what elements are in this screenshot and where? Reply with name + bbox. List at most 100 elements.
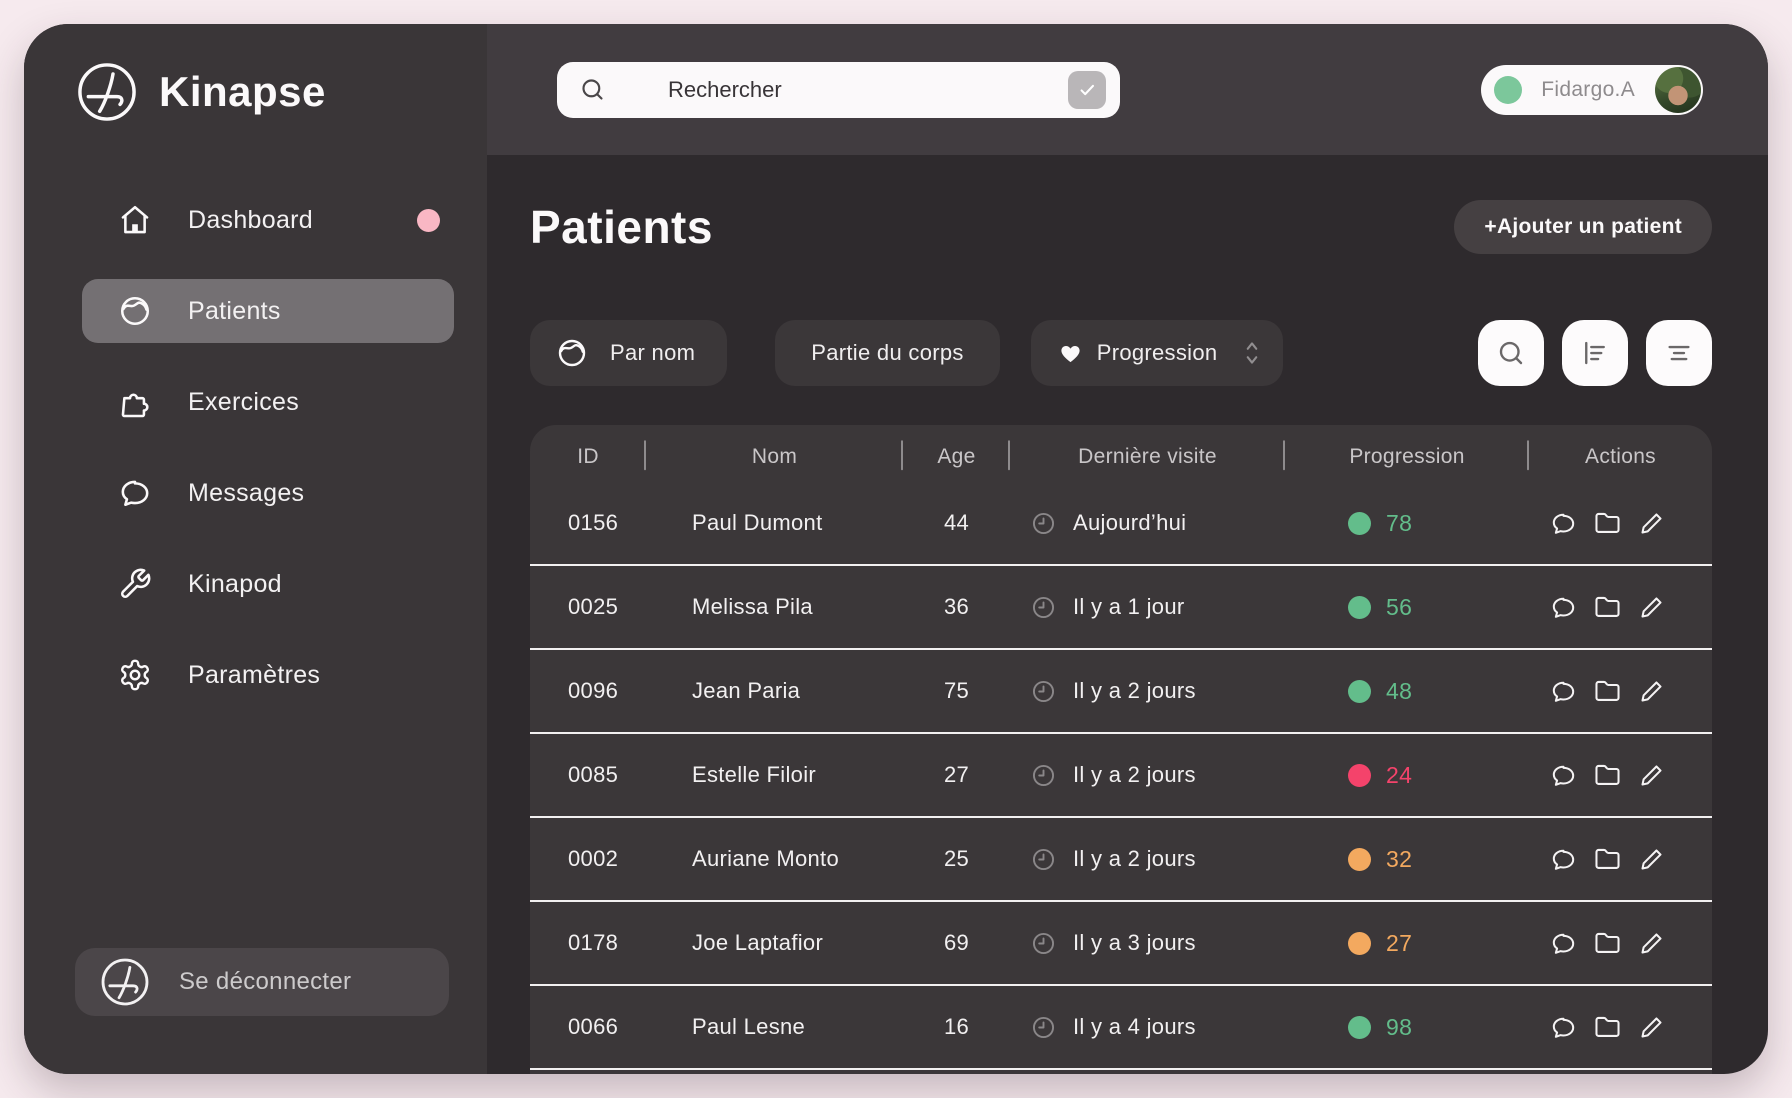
filter-chip-partie-du-corps[interactable]: Partie du corps [775, 320, 1000, 386]
pencil-icon[interactable] [1638, 930, 1665, 957]
column-header-id[interactable]: ID [530, 439, 646, 469]
patient-actions [1529, 594, 1712, 621]
patient-age: 27 [944, 762, 970, 787]
sidebar-item-messages[interactable]: Messages [82, 461, 454, 525]
progression-value: 32 [1386, 845, 1413, 872]
patient-actions [1529, 510, 1712, 537]
patient-id: 0178 [568, 930, 619, 955]
table-row[interactable]: 0156 Paul Dumont 44 Aujourd’hui 78 [530, 482, 1712, 566]
patient-age: 69 [944, 930, 970, 955]
chat-bubble-icon[interactable] [1550, 594, 1577, 621]
filter-lines-button[interactable] [1646, 320, 1712, 386]
last-visit-text: Il y a 3 jours [1073, 930, 1196, 955]
patient-actions [1529, 846, 1712, 873]
pencil-icon[interactable] [1638, 594, 1665, 621]
column-header-progression[interactable]: Progression [1285, 439, 1529, 469]
chat-bubble-icon[interactable] [1550, 1014, 1577, 1041]
column-header-actions[interactable]: Actions [1585, 444, 1656, 468]
user-badge[interactable]: Fidargo.A [1481, 64, 1703, 115]
table-row[interactable]: 0025 Melissa Pila 36 Il y a 1 jour 56 [530, 566, 1712, 650]
pencil-icon[interactable] [1638, 678, 1665, 705]
chat-bubble-icon[interactable] [1550, 678, 1577, 705]
sidebar-item-dashboard[interactable]: Dashboard [82, 188, 454, 252]
column-header-derniere-visite[interactable]: Dernière visite [1010, 439, 1285, 469]
sidebar-item-label: Patients [188, 296, 281, 325]
table-body: 0156 Paul Dumont 44 Aujourd’hui 78 0025 … [530, 482, 1712, 1074]
kinapse-logo-icon [75, 60, 139, 124]
chat-bubble-icon[interactable] [1550, 930, 1577, 957]
sidebar-item-label: Dashboard [188, 205, 314, 234]
table-row[interactable]: 0002 Auriane Monto 25 Il y a 2 jours 32 [530, 818, 1712, 902]
table-row[interactable]: 0178 Joe Laptafior 69 Il y a 3 jours 27 [530, 902, 1712, 986]
pencil-icon[interactable] [1638, 846, 1665, 873]
last-visit-text: Il y a 1 jour [1073, 594, 1185, 619]
sidebar-item-label: Paramètres [188, 660, 321, 689]
chat-bubble-icon[interactable] [1550, 846, 1577, 873]
clock-icon [1030, 762, 1057, 789]
table-row[interactable]: 0096 Jean Paria 75 Il y a 2 jours 48 [530, 650, 1712, 734]
folder-icon[interactable] [1594, 762, 1621, 789]
column-header-age[interactable]: Age [903, 439, 1010, 469]
bar-list-icon [1580, 338, 1610, 368]
patient-name: Melissa Pila [692, 594, 813, 619]
patient-progression: 32 [1285, 846, 1529, 873]
sidebar-item-parametres[interactable]: Paramètres [82, 643, 454, 707]
patient-name: Joe Laptafior [692, 930, 824, 955]
sidebar-nav: Dashboard Patients Exercices Messages Ki… [82, 188, 454, 734]
progression-dot [1348, 511, 1371, 535]
search-input[interactable] [666, 75, 1068, 104]
progression-dot [1348, 847, 1371, 871]
filter-chip-label: Partie du corps [811, 340, 964, 365]
folder-icon[interactable] [1594, 846, 1621, 873]
progression-value: 27 [1386, 929, 1413, 956]
folder-icon[interactable] [1594, 678, 1621, 705]
chat-bubble-icon [118, 476, 152, 510]
patient-id: 0156 [568, 510, 619, 535]
filter-chip-progression[interactable]: Progression [1030, 320, 1284, 386]
patient-id: 0066 [568, 1014, 619, 1039]
patient-progression: 98 [1285, 1014, 1529, 1041]
search-check-toggle[interactable] [1068, 70, 1106, 109]
table-row[interactable]: 0085 Estelle Filoir 27 Il y a 2 jours 24 [530, 734, 1712, 818]
folder-icon[interactable] [1594, 1014, 1621, 1041]
sort-list-button[interactable] [1562, 320, 1628, 386]
filter-chip-par-nom[interactable]: Par nom [530, 320, 728, 386]
search-round-button[interactable] [1478, 320, 1544, 386]
clock-icon [1030, 678, 1057, 705]
center-lines-icon [1664, 338, 1694, 368]
patient-progression: 24 [1285, 762, 1529, 789]
home-icon [118, 203, 152, 237]
patient-face-icon [556, 337, 588, 369]
logout-button[interactable]: Se déconnecter [75, 948, 449, 1016]
patient-name: Estelle Filoir [692, 762, 817, 787]
add-patient-button[interactable]: +Ajouter un patient [1454, 200, 1712, 254]
pencil-icon[interactable] [1638, 510, 1665, 537]
pencil-icon[interactable] [1638, 1014, 1665, 1041]
column-header-nom[interactable]: Nom [646, 439, 903, 469]
patient-id: 0096 [568, 678, 619, 703]
clock-icon [1030, 846, 1057, 873]
progression-value: 48 [1386, 677, 1413, 704]
last-visit-text: Aujourd’hui [1073, 510, 1187, 535]
patient-age: 16 [944, 1014, 970, 1039]
topbar: Fidargo.A [487, 24, 1768, 155]
chat-bubble-icon[interactable] [1550, 762, 1577, 789]
patient-last-visit: Il y a 1 jour [1010, 594, 1285, 621]
patient-name: Auriane Monto [692, 846, 839, 871]
pencil-icon[interactable] [1638, 762, 1665, 789]
sidebar-item-exercices[interactable]: Exercices [82, 370, 454, 434]
progression-dot [1348, 763, 1371, 787]
search-box[interactable] [557, 61, 1120, 118]
patient-progression: 48 [1285, 678, 1529, 705]
folder-icon[interactable] [1594, 594, 1621, 621]
sort-carets-icon[interactable] [1239, 336, 1265, 370]
chat-bubble-icon[interactable] [1550, 510, 1577, 537]
last-visit-text: Il y a 2 jours [1073, 846, 1196, 871]
sidebar-item-patients[interactable]: Patients [82, 279, 454, 343]
user-status-dot [1494, 75, 1523, 104]
table-row[interactable]: 0066 Paul Lesne 16 Il y a 4 jours 98 [530, 986, 1712, 1070]
sidebar-item-kinapod[interactable]: Kinapod [82, 552, 454, 616]
patient-progression: 78 [1285, 510, 1529, 537]
folder-icon[interactable] [1594, 510, 1621, 537]
folder-icon[interactable] [1594, 930, 1621, 957]
